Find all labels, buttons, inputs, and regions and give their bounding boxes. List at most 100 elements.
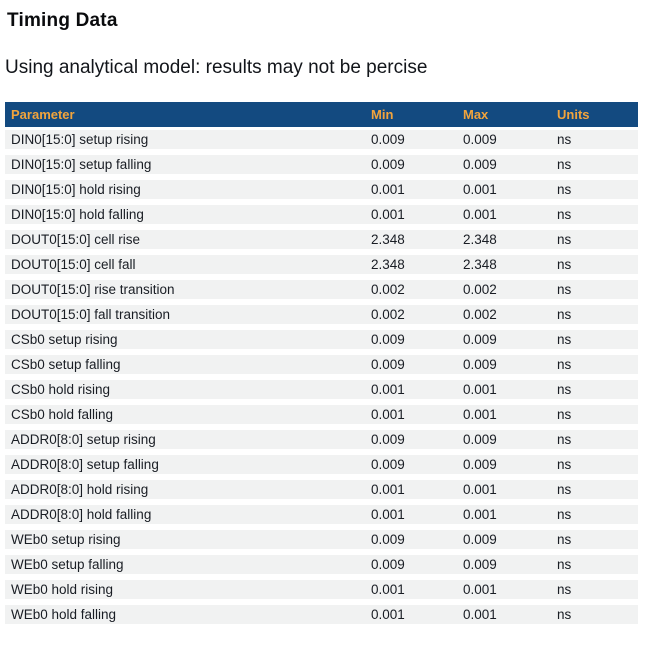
cell-min: 0.009 <box>365 527 457 555</box>
cell-parameter: DIN0[15:0] setup falling <box>5 152 365 180</box>
cell-max: 0.001 <box>457 202 551 230</box>
page-title: Timing Data <box>7 10 118 31</box>
cell-parameter: CSb0 hold falling <box>5 402 365 430</box>
cell-min: 0.009 <box>365 352 457 380</box>
cell-units: ns <box>551 577 638 605</box>
cell-parameter: DOUT0[15:0] fall transition <box>5 302 365 330</box>
cell-parameter: WEb0 hold falling <box>5 602 365 630</box>
cell-parameter: ADDR0[8:0] hold falling <box>5 502 365 530</box>
cell-units: ns <box>551 402 638 430</box>
table-row: DIN0[15:0] setup rising 0.009 0.009 ns <box>5 128 638 155</box>
cell-min: 0.009 <box>365 327 457 355</box>
cell-parameter: ADDR0[8:0] hold rising <box>5 477 365 505</box>
column-header-units: Units <box>551 102 638 130</box>
cell-max: 0.009 <box>457 527 551 555</box>
cell-max: 0.002 <box>457 302 551 330</box>
timing-table: Parameter Min Max Units DIN0[15:0] setup… <box>5 102 638 630</box>
table-row: ADDR0[8:0] setup rising 0.009 0.009 ns <box>5 427 638 455</box>
cell-max: 0.009 <box>457 327 551 355</box>
table-row: WEb0 hold rising 0.001 0.001 ns <box>5 577 638 605</box>
table-row: WEb0 setup rising 0.009 0.009 ns <box>5 527 638 555</box>
cell-parameter: CSb0 setup rising <box>5 327 365 355</box>
cell-units: ns <box>551 302 638 330</box>
cell-min: 0.002 <box>365 277 457 305</box>
cell-units: ns <box>551 427 638 455</box>
cell-min: 0.001 <box>365 377 457 405</box>
timing-table-header: Parameter Min Max Units <box>5 102 638 130</box>
table-row: ADDR0[8:0] hold falling 0.001 0.001 ns <box>5 502 638 530</box>
table-row: DOUT0[15:0] fall transition 0.002 0.002 … <box>5 302 638 330</box>
cell-units: ns <box>551 477 638 505</box>
cell-parameter: DIN0[15:0] hold falling <box>5 202 365 230</box>
column-header-parameter: Parameter <box>5 102 365 130</box>
page-subtitle: Using analytical model: results may not … <box>5 57 428 78</box>
cell-min: 0.001 <box>365 602 457 630</box>
cell-max: 0.001 <box>457 402 551 430</box>
cell-max: 0.009 <box>457 352 551 380</box>
cell-max: 0.001 <box>457 177 551 205</box>
column-header-min: Min <box>365 102 457 130</box>
cell-parameter: WEb0 setup falling <box>5 552 365 580</box>
cell-max: 0.009 <box>457 152 551 180</box>
cell-max: 0.001 <box>457 502 551 530</box>
cell-parameter: DIN0[15:0] hold rising <box>5 177 365 205</box>
table-row: CSb0 setup rising 0.009 0.009 ns <box>5 327 638 355</box>
cell-max: 0.009 <box>457 452 551 480</box>
table-row: CSb0 hold falling 0.001 0.001 ns <box>5 402 638 430</box>
cell-min: 0.002 <box>365 302 457 330</box>
cell-parameter: WEb0 hold rising <box>5 577 365 605</box>
table-row: ADDR0[8:0] setup falling 0.009 0.009 ns <box>5 452 638 480</box>
table-row: WEb0 setup falling 0.009 0.009 ns <box>5 552 638 580</box>
cell-parameter: ADDR0[8:0] setup falling <box>5 452 365 480</box>
cell-max: 2.348 <box>457 227 551 255</box>
header-row: Parameter Min Max Units <box>5 102 638 130</box>
cell-units: ns <box>551 602 638 630</box>
table-row: DIN0[15:0] hold falling 0.001 0.001 ns <box>5 202 638 230</box>
column-header-max: Max <box>457 102 551 130</box>
cell-units: ns <box>551 502 638 530</box>
cell-min: 0.001 <box>365 202 457 230</box>
cell-max: 0.001 <box>457 377 551 405</box>
table-row: CSb0 setup falling 0.009 0.009 ns <box>5 352 638 380</box>
table-row: DIN0[15:0] setup falling 0.009 0.009 ns <box>5 152 638 180</box>
cell-units: ns <box>551 227 638 255</box>
cell-units: ns <box>551 327 638 355</box>
cell-min: 0.001 <box>365 477 457 505</box>
table-row: DIN0[15:0] hold rising 0.001 0.001 ns <box>5 177 638 205</box>
cell-min: 2.348 <box>365 227 457 255</box>
cell-units: ns <box>551 128 638 155</box>
cell-max: 0.001 <box>457 577 551 605</box>
cell-units: ns <box>551 177 638 205</box>
cell-units: ns <box>551 552 638 580</box>
table-row: DOUT0[15:0] cell rise 2.348 2.348 ns <box>5 227 638 255</box>
cell-units: ns <box>551 152 638 180</box>
cell-parameter: CSb0 hold rising <box>5 377 365 405</box>
cell-units: ns <box>551 202 638 230</box>
cell-parameter: WEb0 setup rising <box>5 527 365 555</box>
cell-min: 0.009 <box>365 552 457 580</box>
table-row: DOUT0[15:0] cell fall 2.348 2.348 ns <box>5 252 638 280</box>
cell-parameter: DOUT0[15:0] cell fall <box>5 252 365 280</box>
cell-units: ns <box>551 377 638 405</box>
cell-min: 0.001 <box>365 177 457 205</box>
cell-max: 0.001 <box>457 477 551 505</box>
cell-parameter: ADDR0[8:0] setup rising <box>5 427 365 455</box>
cell-min: 0.001 <box>365 402 457 430</box>
cell-parameter: CSb0 setup falling <box>5 352 365 380</box>
cell-parameter: DIN0[15:0] setup rising <box>5 128 365 155</box>
cell-units: ns <box>551 277 638 305</box>
timing-report-page: Timing Data Using analytical model: resu… <box>5 10 638 630</box>
cell-min: 0.001 <box>365 577 457 605</box>
cell-min: 0.009 <box>365 452 457 480</box>
cell-max: 0.001 <box>457 602 551 630</box>
cell-max: 2.348 <box>457 252 551 280</box>
cell-units: ns <box>551 252 638 280</box>
cell-min: 2.348 <box>365 252 457 280</box>
cell-min: 0.009 <box>365 128 457 155</box>
cell-max: 0.009 <box>457 427 551 455</box>
cell-min: 0.001 <box>365 502 457 530</box>
cell-parameter: DOUT0[15:0] rise transition <box>5 277 365 305</box>
table-row: CSb0 hold rising 0.001 0.001 ns <box>5 377 638 405</box>
cell-max: 0.002 <box>457 277 551 305</box>
cell-max: 0.009 <box>457 128 551 155</box>
